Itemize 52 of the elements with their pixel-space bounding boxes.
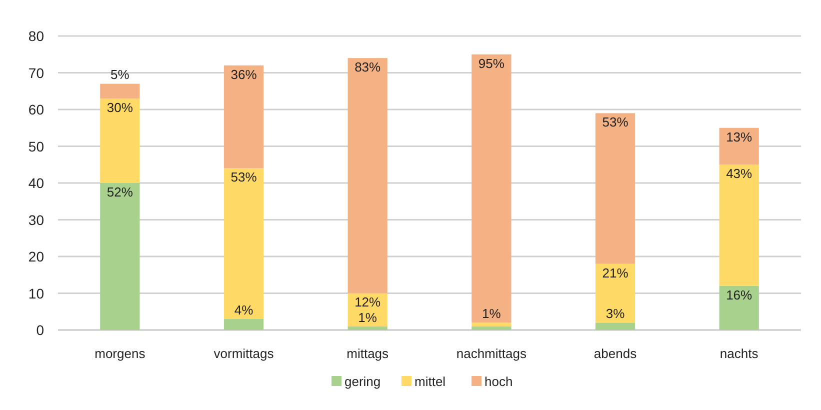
y-tick-label: 80 — [28, 28, 44, 44]
bar — [719, 286, 759, 330]
y-tick-label: 70 — [28, 64, 44, 81]
bar — [595, 322, 636, 330]
legend-label: gering — [344, 374, 381, 389]
x-tick-label: vormittags — [214, 346, 274, 361]
annotation: 36% — [230, 66, 258, 82]
x-tick-label: abends — [594, 346, 638, 361]
annotation: 1% — [482, 306, 502, 322]
bar — [472, 322, 512, 326]
bar — [224, 318, 264, 330]
annotation: 30% — [106, 100, 134, 115]
annotation: 52% — [106, 184, 134, 200]
bar — [595, 264, 636, 323]
bar — [100, 98, 140, 183]
y-tick-label: 50 — [28, 138, 44, 154]
annotation: 95% — [478, 56, 505, 71]
annotation: 3% — [606, 306, 626, 322]
bar — [472, 326, 512, 330]
y-tick-label: 10 — [28, 285, 44, 302]
bar — [100, 84, 140, 98]
y-tick-label: 40 — [28, 175, 44, 191]
x-tick-label: morgens — [94, 346, 146, 361]
annotation: 1% — [358, 310, 378, 325]
y-tick-label: 60 — [28, 102, 44, 118]
annotation: 5% — [110, 67, 130, 82]
legend-label: mittel — [414, 374, 446, 389]
annotation: 53% — [602, 114, 629, 130]
y-tick-label: 20 — [28, 248, 44, 264]
annotation: 13% — [726, 129, 753, 144]
bar — [348, 326, 388, 330]
annotation: 12% — [354, 294, 382, 310]
y-tick-label: 0 — [36, 322, 44, 338]
bar — [100, 183, 140, 330]
annotation: 16% — [726, 287, 753, 302]
y-tick-label: 30 — [28, 212, 44, 228]
x-tick-label: mittags — [346, 346, 390, 361]
legend-label: hoch — [484, 374, 513, 389]
bar — [719, 128, 759, 165]
bar — [595, 113, 636, 264]
bar — [472, 54, 512, 323]
annotation: 43% — [726, 166, 753, 182]
annotation: 53% — [230, 170, 258, 185]
bar — [348, 58, 388, 294]
annotation: 4% — [234, 302, 254, 318]
bar — [719, 164, 759, 286]
annotation: 21% — [602, 265, 629, 280]
x-tick-label: nachts — [720, 346, 759, 361]
bar — [224, 65, 264, 168]
x-tick-label: nachmittags — [456, 346, 527, 361]
annotation: 83% — [354, 59, 382, 74]
bar — [224, 168, 264, 319]
